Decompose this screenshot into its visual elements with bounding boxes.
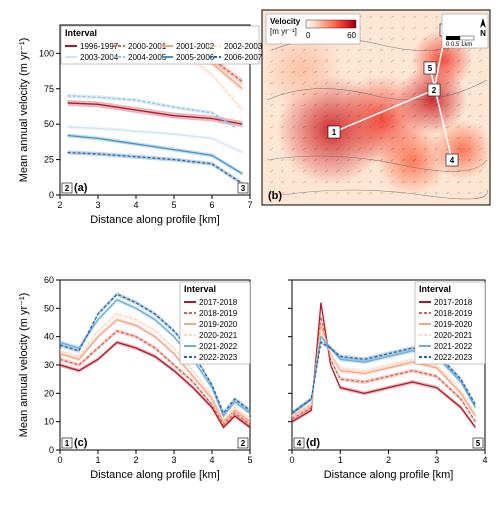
y-tick: 75: [44, 84, 54, 94]
corner-marker: 4: [297, 439, 302, 448]
legend-label: 2019-2020: [199, 320, 238, 329]
legend-label: 2018-2019: [434, 309, 473, 318]
panel-letter: (c): [74, 437, 88, 449]
x-tick: 2: [57, 200, 62, 210]
legend-label: 2000-2001: [128, 42, 167, 51]
x-tick: 2: [386, 455, 391, 465]
legend-title: Interval: [184, 284, 216, 294]
x-tick: 3: [171, 455, 176, 465]
x-label: Distance along profile [km]: [324, 469, 454, 481]
legend-label: 2018-2019: [199, 309, 238, 318]
x-tick: 6: [209, 200, 214, 210]
corner-marker: 2: [65, 184, 70, 193]
x-label: Distance along profile [km]: [90, 214, 220, 226]
legend-label: 1996-1997: [80, 42, 119, 51]
svg-text:N: N: [480, 29, 486, 38]
legend-label: 2003-2004: [80, 53, 119, 62]
x-tick: 4: [482, 455, 487, 465]
legend-label: 2006-2007: [224, 53, 263, 62]
line-panel: 01234Distance along profile [km]45(d)Int…: [288, 280, 488, 481]
map-marker: 5: [428, 64, 433, 73]
panel-letter: (d): [306, 437, 320, 449]
x-tick: 1: [95, 455, 100, 465]
line-panel: 0123450102030405060Distance along profil…: [18, 275, 253, 481]
legend-label: 2020-2021: [199, 331, 238, 340]
y-label: Mean annual velocity (m yr⁻¹): [18, 38, 30, 183]
corner-marker: 5: [476, 439, 481, 448]
scalebar-label: 0 0.5 1km: [446, 42, 472, 48]
corner-marker: 1: [65, 439, 70, 448]
legend: Interval 1996-1997 2000-2001 2001-2002 2002-…: [61, 26, 263, 64]
x-tick: 5: [171, 200, 176, 210]
colorbar-units: [m yr⁻¹]: [270, 27, 297, 36]
corner-marker: 3: [241, 184, 246, 193]
legend-label: 2021-2022: [199, 342, 238, 351]
x-tick: 5: [247, 455, 252, 465]
y-tick: 50: [44, 303, 54, 313]
y-tick: 60: [44, 275, 54, 285]
x-label: Distance along profile [km]: [90, 469, 220, 481]
legend-label: 2002-2003: [224, 42, 263, 51]
y-tick: 20: [44, 388, 54, 398]
x-tick: 3: [434, 455, 439, 465]
legend-label: 2001-2002: [176, 42, 215, 51]
x-tick: 1: [338, 455, 343, 465]
colorbar-max: 60: [347, 31, 356, 40]
y-tick: 0: [49, 190, 54, 200]
y-tick: 10: [44, 417, 54, 427]
legend-label: 2022-2023: [434, 353, 473, 362]
legend-label: 2017-2018: [199, 298, 238, 307]
legend-label: 2019-2020: [434, 320, 473, 329]
legend-label: 2022-2023: [199, 353, 238, 362]
y-tick: 50: [44, 119, 54, 129]
legend-label: 2017-2018: [434, 298, 473, 307]
x-tick: 7: [247, 200, 252, 210]
legend-title: Interval: [419, 284, 451, 294]
x-tick: 0: [57, 455, 62, 465]
x-tick: 2: [133, 455, 138, 465]
line-panel: 2 3 4 5 6 7 0 25 50 75 100 Distance along profile […: [18, 25, 263, 226]
map-marker: 4: [450, 156, 455, 165]
legend-label: 2020-2021: [434, 331, 473, 340]
y-tick: 30: [44, 360, 54, 370]
y-tick: 25: [44, 155, 54, 165]
legend-title: Interval: [65, 28, 97, 38]
legend-label: 2021-2022: [434, 342, 473, 351]
legend-label: 2005-2006: [176, 53, 215, 62]
legend: Interval 2017-2018 2018-2019 2019-2020 2020-…: [415, 282, 485, 364]
y-tick: 0: [49, 445, 54, 455]
colorbar-title: Velocity: [270, 17, 301, 26]
legend-label: 2004-2005: [128, 53, 167, 62]
y-label: Mean annual velocity (m yr⁻¹): [18, 293, 30, 438]
north-scale: N 0 0.5 1km: [442, 14, 488, 48]
x-tick: 3: [95, 200, 100, 210]
corner-marker: 2: [241, 439, 246, 448]
colorbar: Velocity[m yr⁻¹] 0 60: [266, 14, 360, 44]
y-tick: 40: [44, 332, 54, 342]
map-marker: 2: [432, 86, 437, 95]
colorbar-min: 0: [306, 31, 311, 40]
y-tick: 100: [39, 48, 54, 58]
velocity-map: 12345Velocity[m yr⁻¹]060N0 0.5 1km(b): [262, 10, 492, 205]
panel-letter: (a): [74, 182, 88, 194]
map-marker: 1: [332, 128, 337, 137]
legend: Interval 2017-2018 2018-2019 2019-2020 2020-…: [180, 282, 250, 364]
series-band: [68, 151, 243, 186]
x-tick: 4: [209, 455, 214, 465]
x-tick: 0: [289, 455, 294, 465]
x-tick: 4: [133, 200, 138, 210]
panel-letter: (b): [268, 190, 282, 202]
